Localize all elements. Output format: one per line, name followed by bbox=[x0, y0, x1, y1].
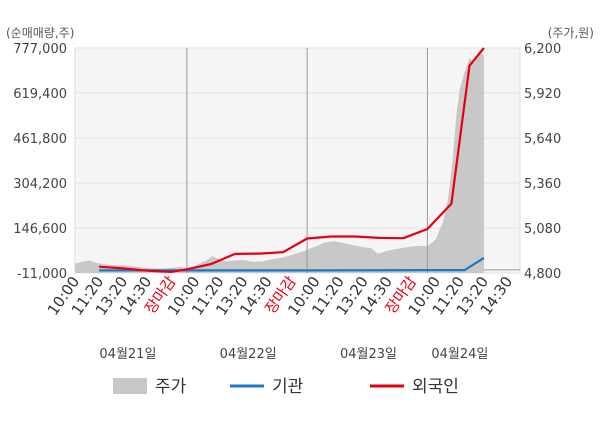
left-tick-label-0: 777,000 bbox=[13, 42, 67, 57]
left-tick-label-4: 146,600 bbox=[13, 222, 67, 237]
date-labels: 04월21일 04월22일 04월23일 04월24일 bbox=[99, 347, 488, 362]
left-tick-label-1: 619,400 bbox=[13, 87, 67, 102]
series-line-2 bbox=[99, 47, 485, 273]
legend-label-1: 기관 bbox=[272, 377, 303, 397]
right-tick-label-2: 5,640 bbox=[524, 132, 561, 147]
net-trade-lines-layer bbox=[99, 47, 485, 273]
right-axis-tick-labels: 6,200 5,920 5,640 5,360 5,080 4,800 bbox=[524, 42, 561, 282]
date-label-2: 04월23일 bbox=[340, 347, 397, 362]
legend-label-2: 외국인 bbox=[412, 377, 459, 397]
x-axis-tick-labels: 10:0011:2013:2014:30장마감10:0011:2013:2014… bbox=[44, 273, 517, 319]
right-tick-label-0: 6,200 bbox=[524, 42, 561, 57]
price-area-layer bbox=[75, 51, 484, 274]
series-area-0 bbox=[75, 51, 484, 274]
right-tick-label-4: 5,080 bbox=[524, 222, 561, 237]
day-dividers bbox=[186, 48, 428, 273]
right-tick-label-5: 4,800 bbox=[524, 267, 561, 282]
left-tick-label-2: 461,800 bbox=[13, 132, 67, 147]
date-label-3: 04월24일 bbox=[431, 347, 488, 362]
legend-label-0: 주가 bbox=[155, 377, 187, 397]
right-tick-label-3: 5,360 bbox=[524, 177, 561, 192]
left-axis-unit-label: (순매매량,주) bbox=[6, 26, 74, 40]
left-axis-tick-labels: 777,000 619,400 461,800 304,200 146,600 -11,0… bbox=[13, 42, 67, 282]
legend: 주가 기관 외국인 bbox=[113, 377, 459, 397]
date-label-0: 04월21일 bbox=[99, 347, 156, 362]
left-tick-label-3: 304,200 bbox=[13, 177, 67, 192]
right-tick-label-1: 5,920 bbox=[524, 87, 561, 102]
date-label-1: 04월22일 bbox=[220, 347, 277, 362]
left-tick-label-5: -11,000 bbox=[17, 267, 67, 282]
right-axis-unit-label: (주가,원) bbox=[548, 26, 594, 40]
legend-swatch-0 bbox=[113, 378, 147, 394]
